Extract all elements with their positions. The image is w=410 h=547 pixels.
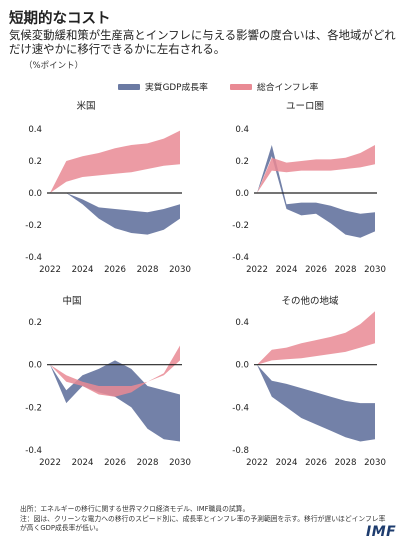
y-tick-label: -0.4 xyxy=(232,403,249,413)
x-tick-label: 2026 xyxy=(104,265,126,275)
x-tick-label: 2030 xyxy=(364,265,386,275)
panel-title: その他の地域 xyxy=(281,295,339,307)
inflation-range-band xyxy=(257,145,375,193)
x-tick-label: 2028 xyxy=(335,265,357,275)
panel-title: ユーロ圏 xyxy=(286,101,324,112)
y-tick-label: -0.4 xyxy=(25,253,42,263)
page-subtitle: 気候変動緩和策が生産高とインフレに与える影響の度合いは、各地域がどれだけ速やかに… xyxy=(9,28,396,56)
gdp-range-band xyxy=(50,360,180,442)
gdp-range-band xyxy=(257,145,375,238)
y-tick-label: -0.4 xyxy=(232,253,249,263)
y-tick-label: -0.8 xyxy=(232,446,249,456)
x-tick-label: 2022 xyxy=(246,265,268,275)
x-tick-label: 2026 xyxy=(104,458,126,468)
x-tick-label: 2026 xyxy=(305,458,327,468)
panel-title: 中国 xyxy=(62,295,81,307)
inflation-range-band xyxy=(50,130,180,193)
legend-item-inflation: 総合インフレ率 xyxy=(230,80,318,93)
y-tick-label: -0.2 xyxy=(25,221,42,231)
legend-label-gdp: 実質GDP成長率 xyxy=(145,83,208,93)
footer-source: 出所：エネルギーの移行に関する世界マクロ経済モデル、IMF職員の試算。 xyxy=(20,505,250,513)
x-tick-label: 2030 xyxy=(169,458,191,468)
y-tick-label: 0.4 xyxy=(28,125,42,135)
y-tick-label: 0.0 xyxy=(235,361,249,371)
y-tick-label: 0.2 xyxy=(235,157,249,167)
inflation-range-band xyxy=(50,345,180,397)
small-multiples-chart: 米国 -0.4 -0.2 0.0 0.2 0.4 2022 2024 2026 2028 2030 ユ… xyxy=(25,100,386,468)
y-tick-label: 0.4 xyxy=(235,318,249,328)
gdp-range-band xyxy=(50,193,180,235)
footer-note: 注：図は、クリーンな電力への移行のスピード別に、成長率とインフレ率の予測範囲を示… xyxy=(20,514,386,533)
x-tick-label: 2022 xyxy=(39,458,61,468)
x-tick-label: 2024 xyxy=(72,458,94,468)
y-tick-label: 0.0 xyxy=(28,189,42,199)
x-tick-label: 2022 xyxy=(39,265,61,275)
y-tick-label: 0.0 xyxy=(235,189,249,199)
imf-logo: IMF xyxy=(366,524,397,540)
y-tick-label: 0.2 xyxy=(28,157,42,167)
footer-notes: 出所：エネルギーの移行に関する世界マクロ経済モデル、IMF職員の試算。 注：図は… xyxy=(20,505,390,534)
x-tick-label: 2028 xyxy=(137,265,159,275)
x-tick-label: 2028 xyxy=(137,458,159,468)
y-tick-label: -0.2 xyxy=(25,403,42,413)
legend-label-inflation: 総合インフレ率 xyxy=(257,83,319,93)
y-tick-label: -0.4 xyxy=(25,446,42,456)
page-title: 短期的なコスト xyxy=(9,11,111,27)
x-tick-label: 2024 xyxy=(72,265,94,275)
y-tick-label: 0.2 xyxy=(28,318,42,328)
inflation-range-band xyxy=(257,311,375,365)
gdp-range-band xyxy=(257,364,375,442)
y-tick-label: 0.0 xyxy=(28,361,42,371)
x-tick-label: 2030 xyxy=(364,458,386,468)
legend-swatch-inflation xyxy=(230,83,252,90)
unit-label: （%ポイント） xyxy=(24,61,84,71)
x-tick-label: 2024 xyxy=(276,265,298,275)
x-tick-label: 2024 xyxy=(276,458,298,468)
x-tick-label: 2022 xyxy=(246,458,268,468)
x-tick-label: 2026 xyxy=(305,265,327,275)
x-tick-label: 2028 xyxy=(335,458,357,468)
y-tick-label: 0.4 xyxy=(235,125,249,135)
y-tick-label: -0.2 xyxy=(232,221,249,231)
legend-item-gdp: 実質GDP成長率 xyxy=(118,80,208,93)
x-tick-label: 2030 xyxy=(169,265,191,275)
legend-swatch-gdp xyxy=(118,83,140,90)
panel-title: 米国 xyxy=(76,100,95,112)
